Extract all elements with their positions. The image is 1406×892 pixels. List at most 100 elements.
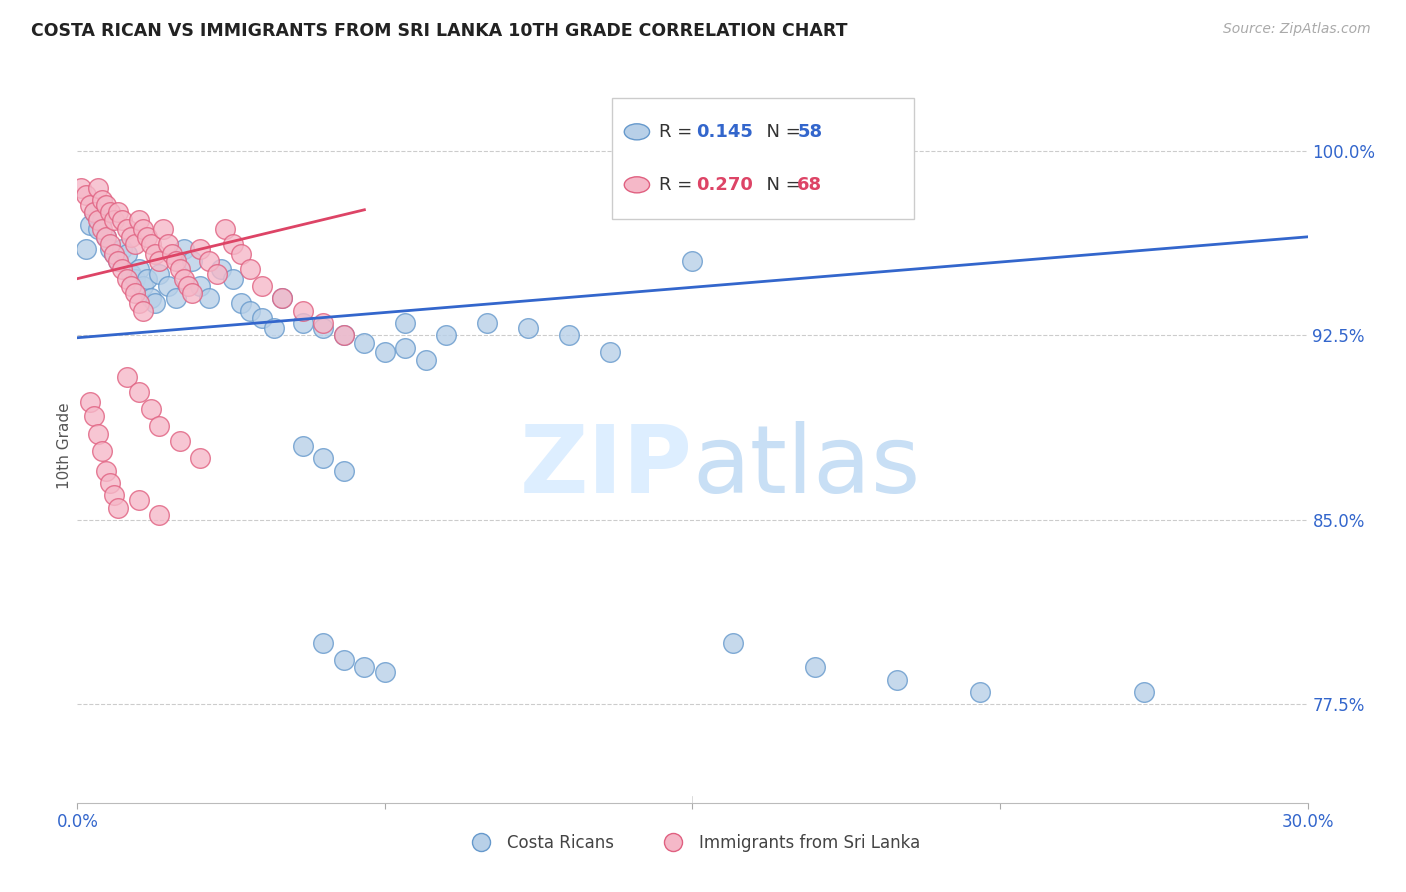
- Point: [115, 247, 138, 261]
- Point: [75, 188, 97, 202]
- Point: [70, 180, 93, 194]
- Point: [103, 247, 125, 261]
- Point: [83, 205, 105, 219]
- Point: [1132, 685, 1154, 699]
- Point: [436, 328, 458, 343]
- Point: [209, 261, 232, 276]
- Point: [124, 271, 146, 285]
- Point: [165, 291, 187, 305]
- Point: [333, 464, 356, 478]
- Point: [87, 222, 110, 236]
- Point: [111, 242, 134, 256]
- Point: [128, 296, 150, 310]
- Point: [173, 242, 195, 256]
- Text: ZIP: ZIP: [520, 421, 693, 514]
- Point: [94, 464, 117, 478]
- Point: [374, 345, 396, 359]
- Text: 0.145: 0.145: [696, 123, 752, 141]
- Point: [107, 254, 129, 268]
- Point: [103, 212, 125, 227]
- Point: [969, 685, 991, 699]
- Point: [156, 279, 179, 293]
- Point: [90, 193, 114, 207]
- Point: [98, 205, 121, 219]
- Point: [599, 345, 621, 359]
- Point: [231, 247, 253, 261]
- Point: [111, 212, 134, 227]
- Point: [231, 296, 253, 310]
- Point: [353, 335, 375, 350]
- Point: [148, 508, 170, 522]
- Point: [136, 271, 159, 285]
- Point: [177, 279, 200, 293]
- Point: [682, 254, 704, 268]
- Point: [107, 254, 129, 268]
- Point: [120, 279, 142, 293]
- Point: [141, 402, 163, 417]
- Point: [333, 653, 356, 667]
- Point: [165, 254, 187, 268]
- Point: [94, 230, 117, 244]
- Point: [291, 303, 314, 318]
- Point: [148, 419, 170, 434]
- Point: [115, 222, 138, 236]
- Text: R =: R =: [659, 123, 699, 141]
- Point: [75, 242, 97, 256]
- Point: [98, 237, 121, 252]
- Point: [374, 665, 396, 680]
- Text: COSTA RICAN VS IMMIGRANTS FROM SRI LANKA 10TH GRADE CORRELATION CHART: COSTA RICAN VS IMMIGRANTS FROM SRI LANKA…: [31, 22, 848, 40]
- Point: [394, 316, 416, 330]
- Point: [98, 242, 121, 256]
- Point: [141, 237, 163, 252]
- Point: [128, 493, 150, 508]
- Point: [107, 500, 129, 515]
- Point: [312, 636, 335, 650]
- Point: [148, 254, 170, 268]
- Point: [128, 384, 150, 399]
- Point: [111, 261, 134, 276]
- Point: [128, 261, 150, 276]
- Point: [107, 205, 129, 219]
- Legend: Costa Ricans, Immigrants from Sri Lanka: Costa Ricans, Immigrants from Sri Lanka: [457, 828, 928, 859]
- Text: 58: 58: [797, 123, 823, 141]
- Point: [312, 321, 335, 335]
- Text: 68: 68: [797, 176, 823, 194]
- Point: [188, 451, 212, 466]
- Point: [87, 426, 110, 441]
- Point: [558, 328, 581, 343]
- Point: [132, 303, 155, 318]
- Point: [333, 328, 356, 343]
- Point: [94, 198, 117, 212]
- Point: [160, 247, 183, 261]
- Point: [136, 230, 159, 244]
- Point: [132, 222, 155, 236]
- Point: [103, 247, 125, 261]
- Point: [312, 451, 335, 466]
- Point: [132, 279, 155, 293]
- Point: [205, 267, 228, 281]
- Point: [477, 316, 499, 330]
- Point: [124, 286, 146, 301]
- Point: [804, 660, 827, 674]
- Point: [148, 267, 170, 281]
- Point: [152, 222, 174, 236]
- Point: [141, 291, 163, 305]
- Point: [156, 237, 179, 252]
- Point: [90, 212, 114, 227]
- Point: [79, 218, 101, 232]
- Point: [214, 222, 236, 236]
- Point: [120, 230, 142, 244]
- Point: [291, 439, 314, 453]
- Point: [250, 279, 273, 293]
- Point: [517, 321, 540, 335]
- Point: [120, 267, 142, 281]
- Point: [271, 291, 294, 305]
- Point: [263, 321, 285, 335]
- Text: 0.270: 0.270: [696, 176, 752, 194]
- Point: [333, 328, 356, 343]
- Text: R =: R =: [659, 176, 699, 194]
- Point: [79, 198, 101, 212]
- Y-axis label: 10th Grade: 10th Grade: [56, 402, 72, 490]
- Point: [181, 286, 204, 301]
- Point: [886, 673, 908, 687]
